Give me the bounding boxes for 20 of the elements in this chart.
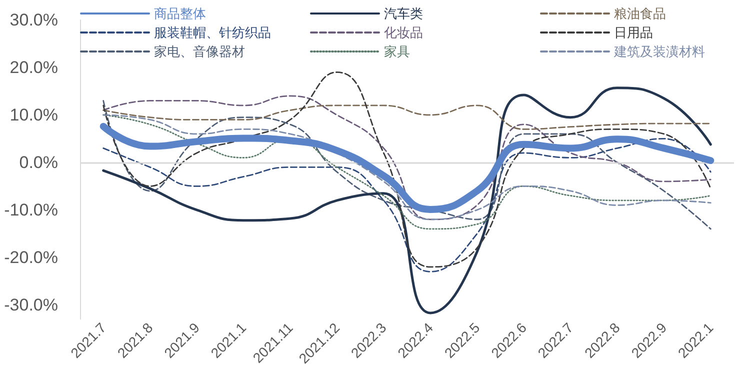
y-tick-label: 10.0% [10, 105, 58, 124]
text: 家具 [384, 44, 410, 59]
text: 粮油食品 [614, 6, 666, 21]
text: 日用品 [614, 25, 653, 40]
y-tick-label: -10.0% [4, 200, 58, 220]
text: 家电、音像器材 [154, 44, 245, 59]
line-series [102, 104, 712, 130]
text: 化妆品 [384, 25, 423, 40]
text: 商品整体 [154, 6, 206, 21]
text: 建筑及装潢材料 [613, 44, 705, 59]
text: 汽车类 [384, 6, 423, 21]
line-series [102, 86, 712, 314]
y-tick-label: -30.0% [4, 295, 58, 314]
y-tick-label: 0.0% [19, 152, 58, 172]
y-tick-label: 30.0% [10, 10, 58, 30]
line-series [102, 72, 712, 268]
line-series [102, 138, 712, 272]
y-tick-label: -20.0% [4, 248, 58, 267]
y-tick-label: 20.0% [10, 58, 58, 77]
text: 服装鞋帽、针纺织品 [154, 25, 271, 40]
